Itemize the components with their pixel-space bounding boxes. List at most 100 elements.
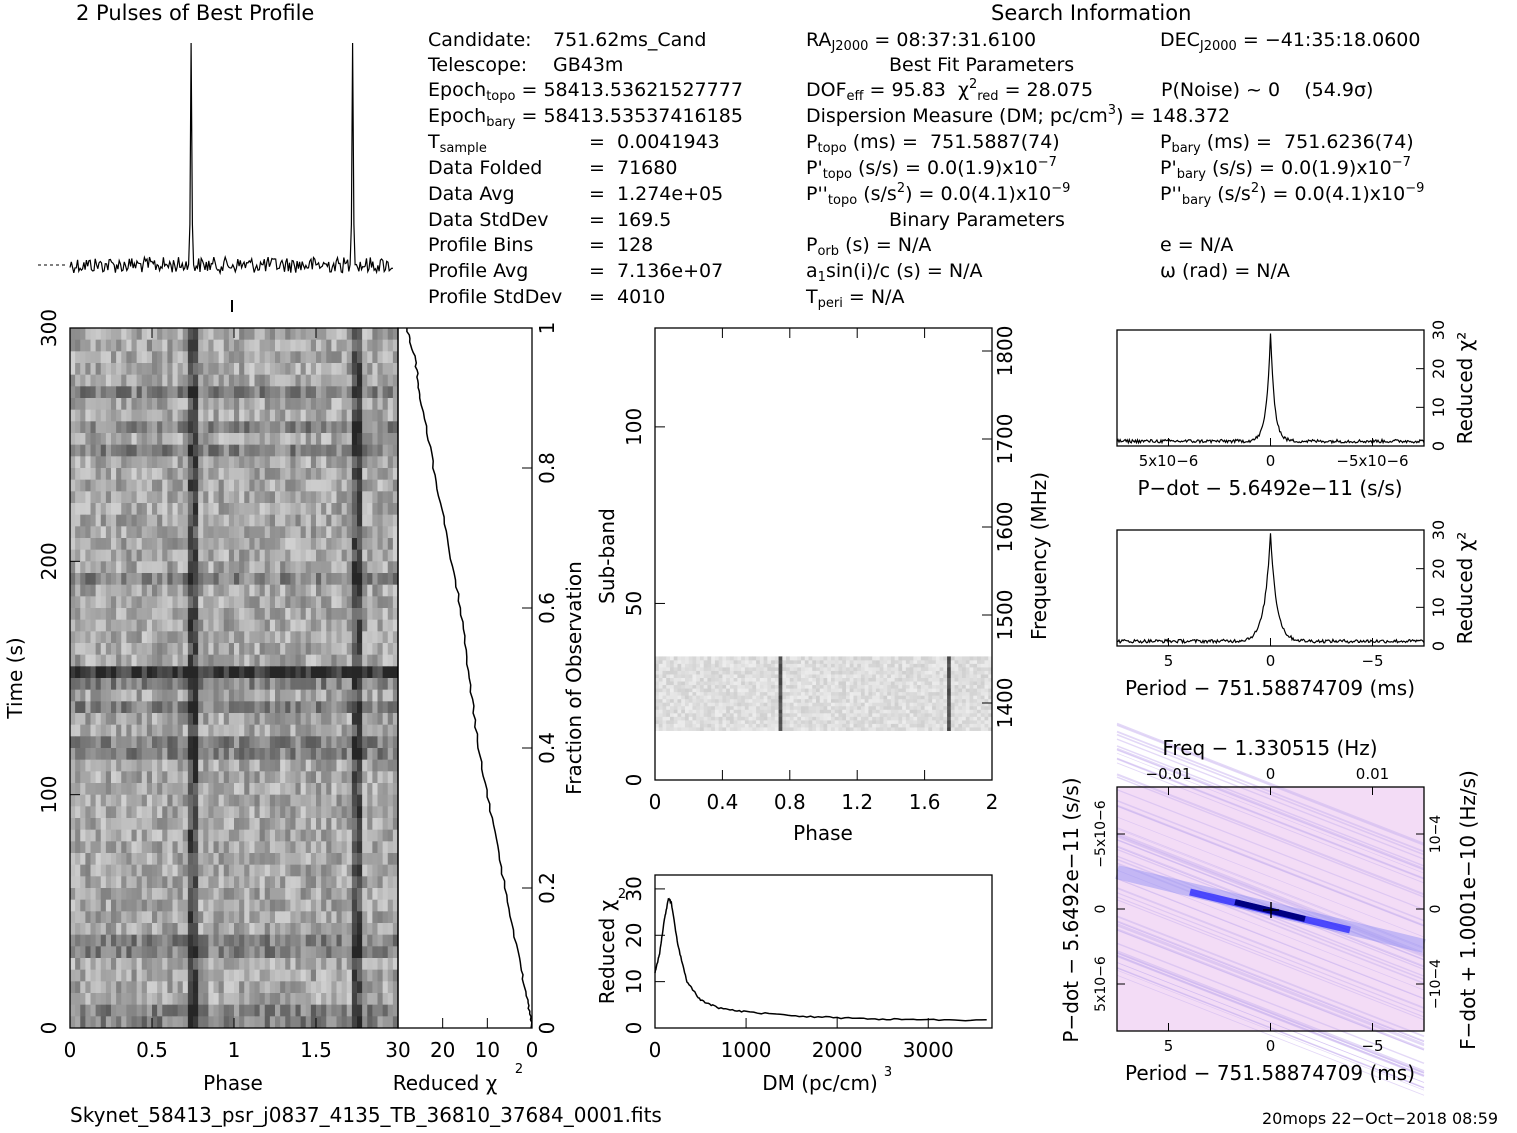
heatmap-cell bbox=[341, 363, 348, 376]
heatmap-cell bbox=[316, 479, 322, 492]
heatmap-cell bbox=[218, 724, 225, 737]
heatmap-cell bbox=[152, 584, 158, 597]
heatmap-cell bbox=[177, 479, 184, 492]
heatmap-cell bbox=[218, 969, 225, 982]
heatmap-cell bbox=[80, 689, 86, 702]
heatmap-cell bbox=[316, 666, 322, 679]
heatmap-cell bbox=[290, 328, 296, 341]
heatmap-cell bbox=[90, 759, 97, 772]
heatmap-cell bbox=[310, 736, 317, 749]
heatmap-cell bbox=[377, 584, 384, 597]
heatmap-cell bbox=[729, 712, 735, 717]
heatmap-cell bbox=[234, 351, 240, 364]
heatmap-cell bbox=[666, 688, 671, 693]
heatmap-cell bbox=[714, 723, 720, 728]
heatmap-cell bbox=[259, 899, 266, 912]
heatmap-cell bbox=[80, 678, 86, 691]
heatmap-cell bbox=[136, 538, 143, 551]
heatmap-cell bbox=[677, 688, 682, 693]
subband-heatmap bbox=[655, 656, 993, 731]
heatmap-cell bbox=[269, 526, 276, 539]
heatmap-cell bbox=[853, 723, 858, 728]
heatmap-cell bbox=[111, 363, 117, 376]
heatmap-cell bbox=[346, 433, 353, 446]
heatmap-cell bbox=[167, 678, 173, 691]
heatmap-cell bbox=[688, 688, 693, 693]
heatmap-cell bbox=[351, 398, 358, 411]
heatmap-cell bbox=[234, 876, 240, 889]
heatmap-cell bbox=[198, 666, 204, 679]
heatmap-cell bbox=[677, 709, 682, 714]
heatmap-cell bbox=[392, 549, 399, 562]
heatmap-cell bbox=[213, 619, 220, 632]
heatmap-cell bbox=[187, 514, 194, 527]
heatmap-cell bbox=[748, 709, 753, 714]
heatmap-cell bbox=[167, 444, 173, 457]
heatmap-cell bbox=[357, 398, 363, 411]
heatmap-cell bbox=[111, 491, 117, 504]
heatmap-cell bbox=[771, 702, 776, 707]
heatmap-cell bbox=[965, 691, 970, 696]
heatmap-cell bbox=[669, 712, 675, 717]
heatmap-cell bbox=[377, 701, 384, 714]
heatmap-cell bbox=[382, 701, 389, 714]
heatmap-cell bbox=[121, 864, 127, 877]
heatmap-cell bbox=[290, 713, 296, 726]
heatmap-cell bbox=[711, 695, 716, 700]
heatmap-cell bbox=[100, 363, 107, 376]
heatmap-cell bbox=[172, 876, 179, 889]
heatmap-cell bbox=[203, 853, 209, 866]
heatmap-cell bbox=[662, 727, 667, 731]
heatmap-cell bbox=[198, 818, 204, 831]
heatmap-cell bbox=[290, 853, 296, 866]
heatmap-cell bbox=[285, 456, 291, 469]
heatmap-cell bbox=[162, 678, 168, 691]
heatmap-cell bbox=[812, 709, 817, 714]
heatmap-cell bbox=[152, 818, 158, 831]
heatmap-cell bbox=[116, 386, 122, 399]
heatmap-cell bbox=[285, 923, 291, 936]
heatmap-cell bbox=[244, 328, 250, 341]
heatmap-cell bbox=[136, 608, 143, 621]
heatmap-cell bbox=[801, 691, 806, 696]
heatmap-cell bbox=[321, 386, 327, 399]
heatmap-cell bbox=[244, 958, 250, 971]
heatmap-cell bbox=[377, 351, 384, 364]
heatmap-cell bbox=[70, 363, 76, 376]
heatmap-cell bbox=[249, 818, 255, 831]
heatmap-cell bbox=[341, 584, 348, 597]
heatmap-cell bbox=[973, 688, 978, 693]
heatmap-cell bbox=[310, 958, 317, 971]
heatmap-cell bbox=[372, 771, 378, 784]
heatmap-cell bbox=[977, 716, 982, 721]
heatmap-cell bbox=[146, 654, 153, 667]
heatmap-cell bbox=[259, 409, 266, 422]
heatmap-cell bbox=[295, 328, 302, 341]
heatmap-cell bbox=[935, 723, 940, 728]
heatmap-cell bbox=[167, 339, 173, 352]
heatmap-cell bbox=[939, 705, 944, 710]
heatmap-cell bbox=[90, 899, 97, 912]
heatmap-cell bbox=[842, 698, 847, 703]
heatmap-cell bbox=[162, 654, 168, 667]
heatmap-cell bbox=[321, 759, 327, 772]
heatmap-cell bbox=[928, 716, 933, 721]
heatmap-cell bbox=[162, 748, 168, 761]
heatmap-cell bbox=[984, 705, 989, 710]
heatmap-cell bbox=[669, 727, 675, 731]
heatmap-cell bbox=[269, 888, 276, 901]
heatmap-cell bbox=[362, 934, 368, 947]
heatmap-cell bbox=[244, 619, 250, 632]
heatmap-cell bbox=[275, 1004, 281, 1017]
heatmap-cell bbox=[198, 421, 204, 434]
heatmap-cell bbox=[249, 643, 255, 656]
heatmap-cell bbox=[305, 818, 312, 831]
heatmap-cell bbox=[290, 958, 296, 971]
heatmap-cell bbox=[316, 643, 322, 656]
heatmap-cell bbox=[249, 549, 255, 562]
heatmap-cell bbox=[157, 899, 163, 912]
heatmap-cell bbox=[264, 339, 271, 352]
heatmap-cell bbox=[737, 688, 742, 693]
heatmap-cell bbox=[172, 374, 179, 387]
heatmap-cell bbox=[182, 514, 189, 527]
